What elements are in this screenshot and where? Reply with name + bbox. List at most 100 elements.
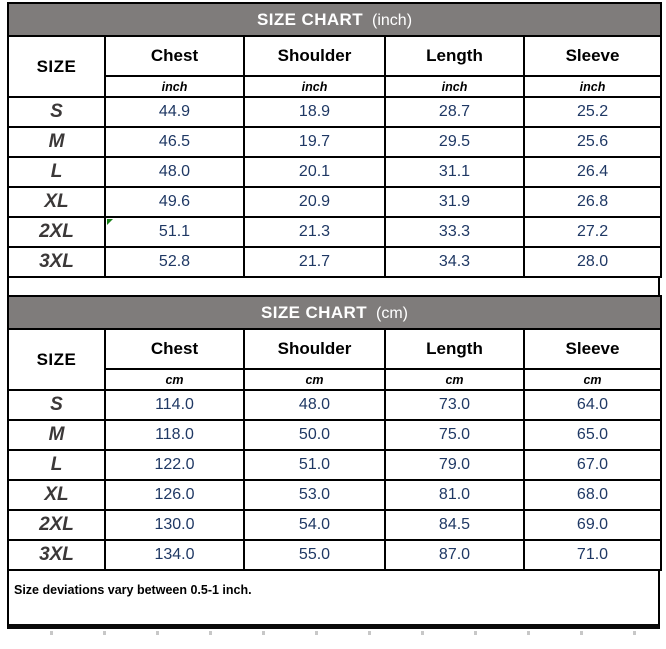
- value-cell: 53.0: [243, 479, 386, 511]
- value-cell: 21.7: [243, 246, 386, 278]
- value-cell: 19.7: [243, 126, 386, 158]
- size-chart-table-cm: SIZE CHART (cm) SIZE Chest Shoulder Lengt…: [7, 295, 662, 571]
- title-bar-cm: SIZE CHART (cm): [7, 295, 662, 330]
- value-cell: 46.5: [104, 126, 245, 158]
- comment-corner-mark: [107, 219, 113, 225]
- header-row: SIZE Chest Shoulder Length Sleeve: [7, 328, 662, 391]
- column-header-chest: Chest: [104, 328, 245, 370]
- value-cell: 52.8: [104, 246, 245, 278]
- table-row-l: L 48.0 20.1 31.1 26.4: [7, 156, 663, 188]
- value-cell: 31.9: [384, 186, 525, 218]
- row-size-label: 2XL: [7, 509, 106, 541]
- value-cell: 21.3: [243, 216, 386, 248]
- chart-unit-label: (cm): [376, 304, 408, 322]
- size-corner-label: SIZE: [7, 328, 106, 391]
- value-cell: 79.0: [384, 449, 525, 481]
- value-cell: 51.0: [243, 449, 386, 481]
- chart-unit-label: (inch): [372, 11, 413, 29]
- value-cell: 126.0: [104, 479, 245, 511]
- unit-row: inch inch inch inch: [8, 75, 663, 98]
- row-size-label: 3XL: [7, 246, 106, 278]
- value-cell: 27.2: [522, 216, 663, 248]
- value-cell: 68.0: [523, 479, 662, 511]
- row-size-label: XL: [7, 186, 106, 218]
- table-row-l: L 122.0 51.0 79.0 67.0: [7, 449, 662, 481]
- title-bar-inch: SIZE CHART (inch): [6, 2, 663, 37]
- header-row: SIZE Chest Shoulder Length Sleeve: [7, 35, 663, 98]
- table-row-2xl: 2XL 51.1 21.3 33.3 27.2: [7, 216, 663, 248]
- table-row-s: S 114.0 48.0 73.0 64.0: [7, 389, 662, 421]
- value-cell: 87.0: [384, 539, 525, 571]
- column-header-shoulder: Shoulder: [243, 35, 386, 77]
- value-cell: 18.9: [243, 96, 386, 128]
- unit-cell: cm: [104, 368, 245, 391]
- value-cell: 48.0: [104, 156, 245, 188]
- size-chart-table-inch: SIZE CHART (inch) SIZE Chest Shoulder Len…: [6, 2, 663, 278]
- row-size-label: 3XL: [7, 539, 106, 571]
- table-row-3xl: 3XL 52.8 21.7 34.3 28.0: [7, 246, 663, 278]
- value-cell: 69.0: [523, 509, 662, 541]
- title-bar-cell: SIZE CHART (inch): [6, 2, 663, 37]
- value-cell: 25.2: [522, 96, 663, 128]
- table-row-s: S 44.9 18.9 28.7 25.2: [7, 96, 663, 128]
- value-cell: 81.0: [384, 479, 525, 511]
- size-deviation-note: Size deviations vary between 0.5-1 inch.: [7, 571, 660, 629]
- unit-cell: cm: [523, 368, 662, 391]
- row-size-label: M: [7, 126, 106, 158]
- unit-cell: inch: [522, 75, 663, 98]
- table-row-3xl: 3XL 134.0 55.0 87.0 71.0: [7, 539, 662, 571]
- row-size-label: M: [7, 419, 106, 451]
- value-cell: 20.9: [243, 186, 386, 218]
- value-cell: 134.0: [104, 539, 245, 571]
- value-cell: 118.0: [104, 419, 245, 451]
- value-cell: 49.6: [104, 186, 245, 218]
- value-cell: 64.0: [523, 389, 662, 421]
- row-size-label: S: [7, 96, 106, 128]
- value-cell: 75.0: [384, 419, 525, 451]
- value-cell: 114.0: [104, 389, 245, 421]
- unit-row: cm cm cm cm: [8, 368, 662, 391]
- value-cell: 122.0: [104, 449, 245, 481]
- table-spacer: [7, 278, 660, 295]
- table-row-xl: XL 49.6 20.9 31.9 26.8: [7, 186, 663, 218]
- value-cell: 34.3: [384, 246, 525, 278]
- value-cell: 29.5: [384, 126, 525, 158]
- table-row-2xl: 2XL 130.0 54.0 84.5 69.0: [7, 509, 662, 541]
- column-header-length: Length: [384, 35, 525, 77]
- value-cell: 50.0: [243, 419, 386, 451]
- chart-title: SIZE CHART: [257, 9, 364, 29]
- unit-cell: inch: [243, 75, 386, 98]
- chart-title: SIZE CHART: [261, 302, 367, 322]
- size-chart-sheet: SIZE CHART (inch) SIZE Chest Shoulder Len…: [0, 2, 666, 635]
- value-cell: 51.1: [104, 216, 245, 248]
- title-bar-cell: SIZE CHART (cm): [7, 295, 662, 330]
- size-corner-label: SIZE: [7, 35, 106, 98]
- value-cell: 65.0: [523, 419, 662, 451]
- column-header-shoulder: Shoulder: [243, 328, 386, 370]
- value-cell: 44.9: [104, 96, 245, 128]
- unit-cell: cm: [384, 368, 525, 391]
- value-cell: 26.8: [522, 186, 663, 218]
- value-cell: 33.3: [384, 216, 525, 248]
- column-header-length: Length: [384, 328, 525, 370]
- value-cell: 28.7: [384, 96, 525, 128]
- value-cell: 67.0: [523, 449, 662, 481]
- value-cell: 25.6: [522, 126, 663, 158]
- table-row-m: M 46.5 19.7 29.5 25.6: [7, 126, 663, 158]
- column-header-sleeve: Sleeve: [522, 35, 663, 77]
- unit-cell: inch: [104, 75, 245, 98]
- cell-value: 51.1: [158, 223, 191, 240]
- value-cell: 84.5: [384, 509, 525, 541]
- row-size-label: XL: [7, 479, 106, 511]
- value-cell: 55.0: [243, 539, 386, 571]
- value-cell: 71.0: [523, 539, 662, 571]
- unit-cell: inch: [384, 75, 525, 98]
- cutoff-gridline-ticks: [0, 631, 666, 635]
- table-row-m: M 118.0 50.0 75.0 65.0: [7, 419, 662, 451]
- table-row-xl: XL 126.0 53.0 81.0 68.0: [7, 479, 662, 511]
- value-cell: 20.1: [243, 156, 386, 188]
- row-size-label: 2XL: [7, 216, 106, 248]
- column-header-sleeve: Sleeve: [523, 328, 662, 370]
- value-cell: 31.1: [384, 156, 525, 188]
- value-cell: 48.0: [243, 389, 386, 421]
